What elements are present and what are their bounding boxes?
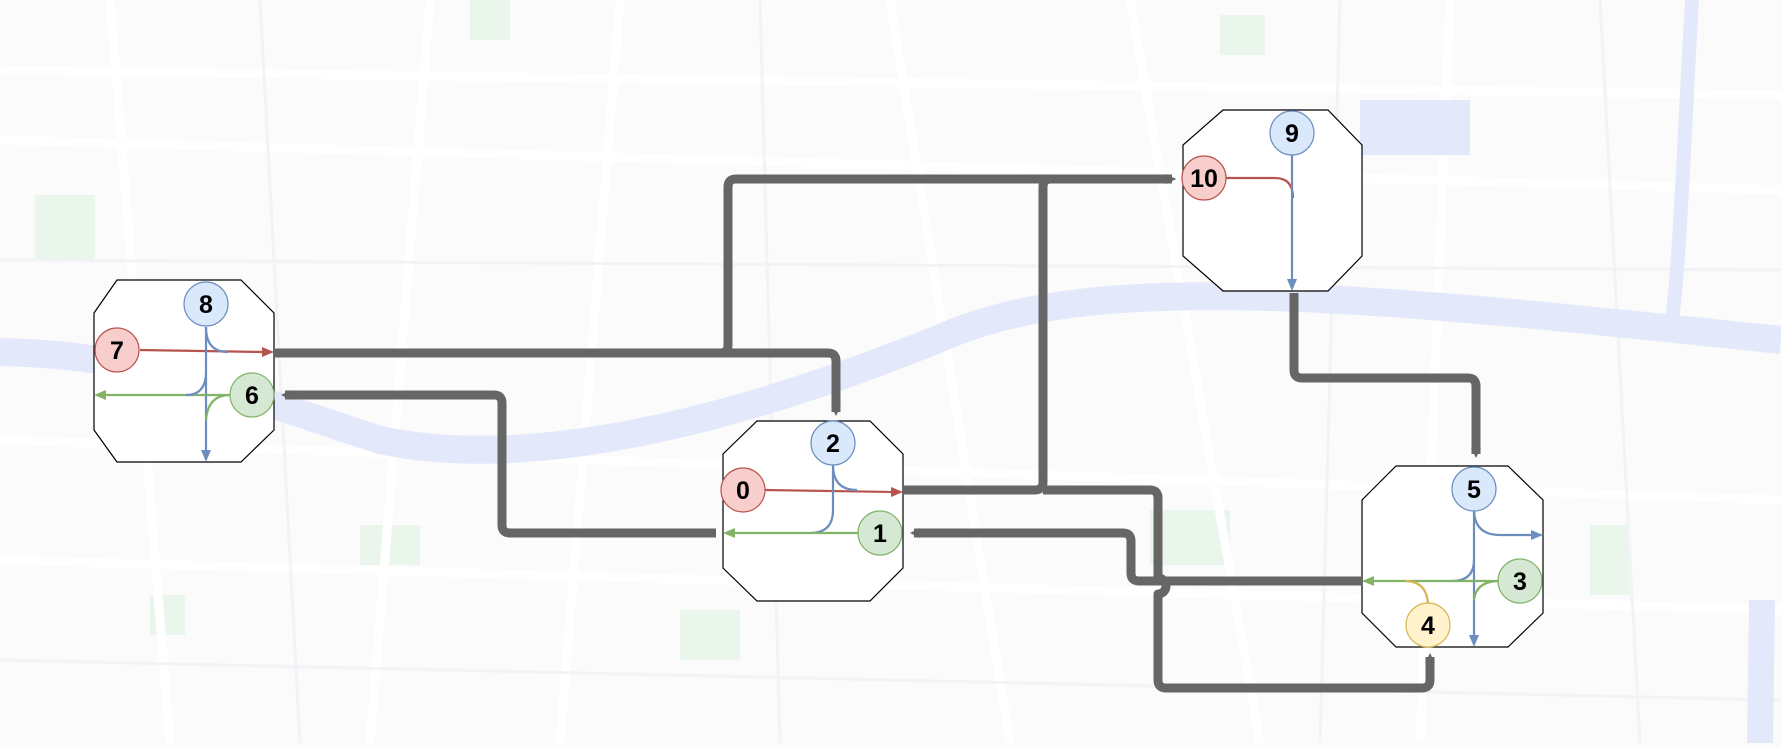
movement-red [139,348,265,354]
street [758,0,782,744]
movement-green-head [1362,576,1374,586]
intersection-d [1361,465,1544,648]
internal-movements [94,155,1543,647]
park [1590,525,1630,595]
movement-blue-head [1531,530,1543,540]
node-10[interactable]: 10 [1181,155,1227,201]
node-7-circle [94,327,140,373]
movement-green [1472,579,1501,601]
node-4[interactable]: 4 [1405,602,1451,648]
street [365,0,435,748]
movement-green-head [723,528,735,538]
street [258,0,302,744]
node-5[interactable]: 5 [1451,466,1497,512]
park [1220,15,1265,55]
node-1-circle [857,510,903,556]
link-1-to-6 [281,390,716,538]
street [1125,0,1265,748]
movement-blue [185,371,208,397]
node-10-label: 10 [1190,165,1218,193]
street [1598,0,1642,744]
node-4-label: 4 [1421,612,1435,640]
node-3-label: 3 [1513,568,1527,596]
canal [1747,599,1775,744]
movement-blue-head [1469,635,1479,647]
node-3[interactable]: 3 [1497,558,1543,604]
node-5-circle [1451,466,1497,512]
node-8[interactable]: 8 [183,281,229,327]
link-3-to-1 [910,528,1362,586]
street [555,0,625,748]
node-2-label: 2 [826,430,840,458]
street [0,258,1781,272]
node-0[interactable]: 0 [720,467,766,513]
node-0-circle [720,467,766,513]
node-1[interactable]: 1 [857,510,903,556]
movement-green-head [94,390,106,400]
nodes: 7 8 6 0 2 1 10 9 [94,110,1543,648]
intersection-boxes [93,109,1544,648]
link-7-to-10 [274,174,1176,358]
movement-red [764,488,894,494]
node-9[interactable]: 9 [1269,110,1315,156]
node-6[interactable]: 6 [229,372,275,418]
node-0-label: 0 [736,477,750,505]
node-8-circle [183,281,229,327]
link-0-to-10 [903,174,1176,495]
node-6-circle [229,372,275,418]
movement-green [204,393,231,421]
node-9-label: 9 [1285,120,1299,148]
node-2[interactable]: 2 [810,420,856,466]
movement-yellow [1404,579,1430,604]
node-3-circle [1497,558,1543,604]
node-8-label: 8 [199,291,213,319]
street [0,65,1781,100]
park [470,0,510,40]
node-5-label: 5 [1467,476,1481,504]
link-9-to-5 [1289,293,1481,458]
movement-red-head [891,487,903,497]
link-7-to-2 [274,348,841,416]
movement-blue [204,326,229,354]
node-1-label: 1 [873,520,887,548]
node-10-circle [1181,155,1227,201]
node-2-circle [810,420,856,466]
intersection-a [93,279,275,463]
dock [1360,100,1470,155]
node-4-circle [1405,602,1451,648]
canal [1665,0,1699,321]
street [0,135,1781,195]
park [35,195,95,260]
node-7-label: 7 [110,337,124,365]
link-0-to-4 [1043,485,1435,693]
node-7[interactable]: 7 [94,327,140,373]
street [885,0,1015,748]
movement-blue-head [201,450,211,462]
movement-red-head [262,347,274,357]
node-9-circle [1269,110,1315,156]
park [680,610,740,660]
node-6-label: 6 [245,382,259,410]
links [274,174,1481,693]
movement-blue-head [1287,279,1297,291]
